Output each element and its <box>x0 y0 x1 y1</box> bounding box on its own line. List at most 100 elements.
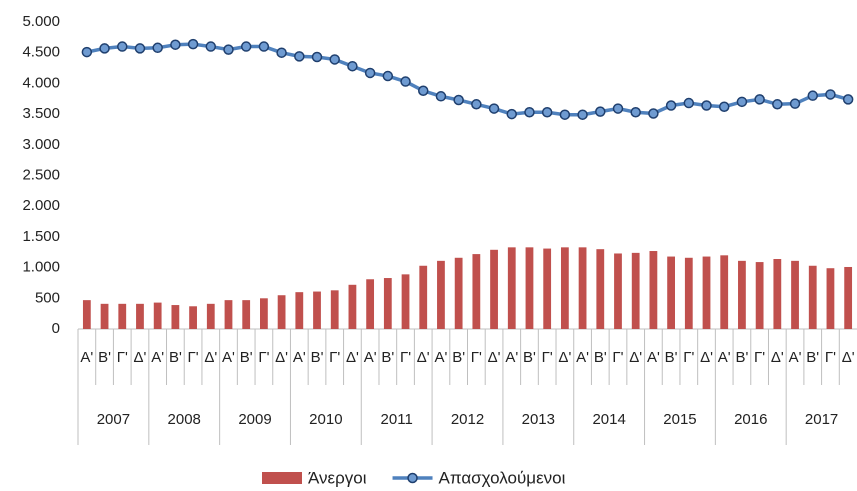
year-label: 2008 <box>168 411 201 428</box>
y-tick-label: 0 <box>52 320 60 337</box>
x-tick-label: Δ' <box>771 349 784 366</box>
line-marker <box>577 109 588 120</box>
bar <box>702 256 711 329</box>
line-marker <box>772 99 783 110</box>
line-marker <box>205 41 217 52</box>
y-tick-label: 2.500 <box>22 166 60 183</box>
line-marker <box>842 94 854 105</box>
bar <box>738 260 746 329</box>
line-marker <box>789 98 801 109</box>
bar <box>419 265 428 329</box>
bar <box>596 249 605 329</box>
bar <box>808 265 817 329</box>
y-tick-label: 3.000 <box>22 136 60 153</box>
year-label: 2009 <box>238 411 271 428</box>
x-tick-label: Γ' <box>329 349 340 366</box>
x-tick-label: Β' <box>594 349 607 366</box>
bar <box>401 274 410 329</box>
x-tick-label: Δ' <box>558 349 571 366</box>
line-marker <box>718 101 730 112</box>
line-marker <box>364 67 376 79</box>
line-marker <box>170 39 181 50</box>
x-tick-label: Β' <box>665 349 678 366</box>
bar <box>277 295 286 329</box>
x-tick-label: Β' <box>381 349 394 366</box>
bar <box>578 247 587 329</box>
bar <box>313 291 321 329</box>
line-marker <box>471 99 482 110</box>
year-label: 2015 <box>663 411 696 428</box>
x-tick-label: Β' <box>452 349 465 366</box>
x-tick-label: Δ' <box>275 349 288 366</box>
x-tick-label: Δ' <box>842 349 855 366</box>
bar <box>348 284 357 329</box>
x-tick-label: Α' <box>789 349 802 366</box>
line-marker <box>223 44 234 55</box>
x-tick-label: Δ' <box>346 349 359 366</box>
line-marker <box>754 94 765 105</box>
year-label: 2013 <box>522 411 555 428</box>
line-marker <box>187 38 199 50</box>
year-label: 2010 <box>309 411 342 428</box>
bar <box>206 303 215 329</box>
x-tick-label: Γ' <box>117 349 128 366</box>
line-marker <box>595 106 606 117</box>
bar <box>189 306 197 329</box>
bar <box>295 292 304 329</box>
bar <box>472 254 481 329</box>
x-tick-label: Δ' <box>488 349 501 366</box>
x-tick-label: Γ' <box>258 349 269 366</box>
bar <box>224 300 233 329</box>
bar <box>260 298 268 329</box>
line-marker <box>648 108 659 119</box>
bar <box>171 305 180 329</box>
x-tick-label: Α' <box>576 349 589 366</box>
bar <box>631 252 640 329</box>
line-marker <box>524 107 535 118</box>
line-marker <box>276 47 287 58</box>
year-label: 2007 <box>97 411 130 428</box>
y-tick-label: 4.500 <box>22 44 60 61</box>
x-tick-label: Γ' <box>542 349 553 366</box>
y-tick-label: 1.500 <box>22 228 60 245</box>
line-marker <box>240 41 252 52</box>
line-marker <box>417 85 429 97</box>
y-tick-label: 4.000 <box>22 74 60 91</box>
line <box>86 42 849 117</box>
x-tick-label: Α' <box>505 349 518 366</box>
legend-label: Απασχολούμενοι <box>439 468 566 487</box>
line-marker <box>347 60 358 72</box>
x-tick-label: Α' <box>80 349 93 366</box>
bar <box>100 303 109 329</box>
line-marker <box>506 108 518 120</box>
bar <box>366 279 375 329</box>
line-marker <box>612 103 624 114</box>
y-tick-label: 5.000 <box>22 13 60 30</box>
bar <box>560 247 569 329</box>
line-marker <box>701 100 712 111</box>
x-tick-label: Δ' <box>700 349 713 366</box>
bar <box>490 249 498 329</box>
y-tick-label: 1.000 <box>22 259 60 276</box>
bar <box>614 253 622 329</box>
x-tick-label: Δ' <box>629 349 642 366</box>
year-label: 2012 <box>451 411 484 428</box>
line-marker <box>488 103 500 114</box>
x-tick-label: Β' <box>806 349 819 366</box>
x-tick-label: Α' <box>293 349 306 366</box>
line-marker <box>99 43 110 54</box>
bar <box>118 303 127 329</box>
line-marker <box>453 94 464 106</box>
line-marker <box>400 76 411 87</box>
x-tick-label: Γ' <box>188 349 199 366</box>
x-tick-label: Γ' <box>612 349 623 366</box>
y-tick-label: 2.000 <box>22 197 60 214</box>
x-tick-label: Γ' <box>400 349 411 366</box>
x-tick-label: Β' <box>523 349 536 366</box>
x-tick-label: Δ' <box>134 349 147 366</box>
bar <box>844 266 853 329</box>
x-tick-label: Δ' <box>204 349 217 366</box>
x-tick-label: Β' <box>169 349 182 366</box>
bar <box>153 302 162 329</box>
